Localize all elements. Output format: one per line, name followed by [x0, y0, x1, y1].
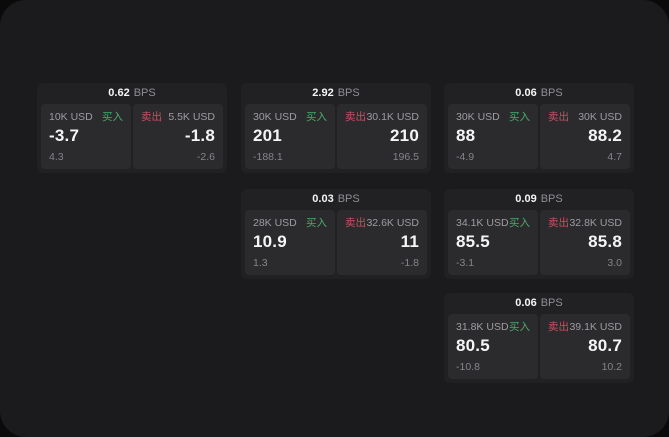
bps-value: 0.62: [108, 87, 130, 99]
buy-side-label: 买入: [509, 111, 530, 123]
sell-price: 88.2: [588, 125, 622, 145]
buy-sub-value: 4.3: [49, 151, 64, 164]
quote-panels: 31.8K USD 买入 80.5 -10.8 卖出 39.1K USD 80.…: [444, 314, 634, 383]
buy-price: 201: [253, 125, 282, 145]
buy-size-label: 34.1K USD: [456, 217, 509, 229]
sell-price: 210: [390, 125, 419, 145]
buy-sub-value: -10.8: [456, 361, 480, 374]
buy-side-label: 买入: [509, 321, 530, 333]
buy-price: -3.7: [49, 125, 80, 145]
sell-panel[interactable]: 卖出 32.8K USD 85.8 3.0: [540, 210, 630, 275]
quote-card-1: 0.62 BPS 10K USD 买入 -3.7 4.3 卖出 5.5K USD…: [37, 83, 227, 173]
quote-panels: 30K USD 买入 201 -188.1 卖出 30.1K USD 210 1…: [241, 104, 431, 173]
sell-sub-value: -2.6: [196, 151, 215, 164]
sell-sub-value: 10.2: [601, 361, 622, 374]
sell-sub-value: 4.7: [607, 151, 622, 164]
buy-sub-value: 1.3: [253, 257, 268, 270]
buy-side-label: 买入: [102, 111, 123, 123]
bps-header: 2.92 BPS: [241, 83, 431, 104]
bps-unit-label: BPS: [540, 87, 563, 99]
bps-header: 0.62 BPS: [37, 83, 227, 104]
quote-card-3: 0.06 BPS 30K USD 买入 88 -4.9 卖出 30K USD 8…: [444, 83, 634, 173]
sell-size-label: 30.1K USD: [366, 111, 419, 123]
buy-size-label: 10K USD: [49, 111, 93, 123]
buy-sub-value: -3.1: [456, 257, 475, 270]
bps-value: 2.92: [312, 87, 334, 99]
sell-panel[interactable]: 卖出 32.6K USD 11 -1.8: [337, 210, 427, 275]
bps-header: 0.03 BPS: [241, 189, 431, 210]
sell-side-label: 卖出: [345, 111, 366, 123]
sell-side-label: 卖出: [141, 111, 162, 123]
buy-panel[interactable]: 28K USD 买入 10.9 1.3: [245, 210, 335, 275]
bps-header: 0.06 BPS: [444, 293, 634, 314]
buy-size-label: 28K USD: [253, 217, 297, 229]
quote-card-6: 0.06 BPS 31.8K USD 买入 80.5 -10.8 卖出 39.1…: [444, 293, 634, 383]
sell-side-label: 卖出: [345, 217, 366, 229]
buy-side-label: 买入: [509, 217, 530, 229]
buy-panel[interactable]: 10K USD 买入 -3.7 4.3: [41, 104, 131, 169]
buy-size-label: 30K USD: [253, 111, 297, 123]
sell-size-label: 30K USD: [578, 111, 622, 123]
buy-size-label: 31.8K USD: [456, 321, 509, 333]
buy-sub-value: -188.1: [253, 151, 283, 164]
quote-panels: 30K USD 买入 88 -4.9 卖出 30K USD 88.2 4.7: [444, 104, 634, 173]
bps-unit-label: BPS: [540, 193, 563, 205]
sell-panel[interactable]: 卖出 5.5K USD -1.8 -2.6: [133, 104, 223, 169]
buy-price: 10.9: [253, 231, 287, 251]
bps-value: 0.03: [312, 193, 334, 205]
bps-header: 0.06 BPS: [444, 83, 634, 104]
sell-size-label: 32.6K USD: [366, 217, 419, 229]
bps-header: 0.09 BPS: [444, 189, 634, 210]
sell-side-label: 卖出: [548, 111, 569, 123]
sell-price: 80.7: [588, 335, 622, 355]
bps-unit-label: BPS: [540, 297, 563, 309]
sell-side-label: 卖出: [548, 321, 569, 333]
sell-panel[interactable]: 卖出 39.1K USD 80.7 10.2: [540, 314, 630, 379]
sell-sub-value: 196.5: [392, 151, 419, 164]
sell-price: 11: [400, 231, 419, 251]
buy-size-label: 30K USD: [456, 111, 500, 123]
buy-side-label: 买入: [306, 217, 327, 229]
bps-unit-label: BPS: [133, 87, 156, 99]
buy-side-label: 买入: [306, 111, 327, 123]
buy-price: 85.5: [456, 231, 490, 251]
bps-unit-label: BPS: [337, 87, 360, 99]
sell-size-label: 5.5K USD: [168, 111, 215, 123]
buy-panel[interactable]: 30K USD 买入 88 -4.9: [448, 104, 538, 169]
quote-panels: 34.1K USD 买入 85.5 -3.1 卖出 32.8K USD 85.8…: [444, 210, 634, 279]
sell-panel[interactable]: 卖出 30K USD 88.2 4.7: [540, 104, 630, 169]
buy-sub-value: -4.9: [456, 151, 475, 164]
sell-price: 85.8: [588, 231, 622, 251]
sell-price: -1.8: [184, 125, 215, 145]
bps-unit-label: BPS: [337, 193, 360, 205]
bps-value: 0.09: [515, 193, 537, 205]
buy-panel[interactable]: 30K USD 买入 201 -188.1: [245, 104, 335, 169]
buy-panel[interactable]: 34.1K USD 买入 85.5 -3.1: [448, 210, 538, 275]
sell-sub-value: -1.8: [400, 257, 419, 270]
buy-price: 80.5: [456, 335, 490, 355]
sell-size-label: 32.8K USD: [569, 217, 622, 229]
buy-price: 88: [456, 125, 476, 145]
quote-card-2: 2.92 BPS 30K USD 买入 201 -188.1 卖出 30.1K …: [241, 83, 431, 173]
quote-card-4: 0.03 BPS 28K USD 买入 10.9 1.3 卖出 32.6K US…: [241, 189, 431, 279]
sell-sub-value: 3.0: [607, 257, 622, 270]
sell-size-label: 39.1K USD: [569, 321, 622, 333]
quote-panels: 10K USD 买入 -3.7 4.3 卖出 5.5K USD -1.8 -2.…: [37, 104, 227, 173]
quote-card-5: 0.09 BPS 34.1K USD 买入 85.5 -3.1 卖出 32.8K…: [444, 189, 634, 279]
sell-side-label: 卖出: [548, 217, 569, 229]
quote-panels: 28K USD 买入 10.9 1.3 卖出 32.6K USD 11 -1.8: [241, 210, 431, 279]
sell-panel[interactable]: 卖出 30.1K USD 210 196.5: [337, 104, 427, 169]
bps-value: 0.06: [515, 297, 537, 309]
bps-value: 0.06: [515, 87, 537, 99]
buy-panel[interactable]: 31.8K USD 买入 80.5 -10.8: [448, 314, 538, 379]
